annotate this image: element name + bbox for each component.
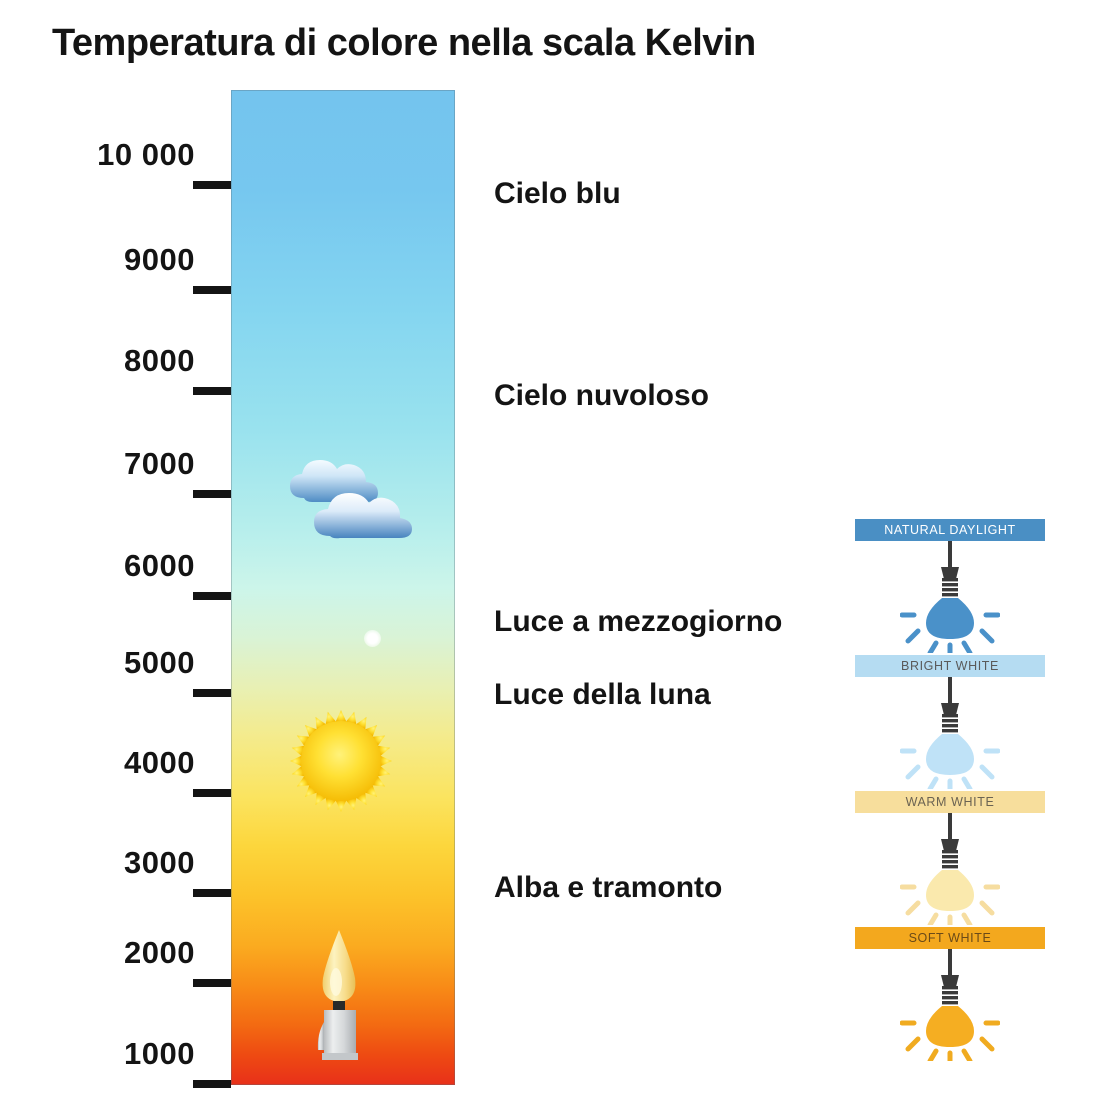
axis-tick-mark — [193, 181, 231, 189]
light-bulb-icon — [900, 949, 1000, 1061]
axis-tick-label: 5000 — [124, 645, 195, 680]
axis-tick-mark — [193, 387, 231, 395]
axis-tick-label: 9000 — [124, 242, 195, 277]
bulb-card-warm-white[interactable]: WARM WHITE — [855, 791, 1045, 926]
bulb-card-bright-white[interactable]: BRIGHT WHITE — [855, 655, 1045, 790]
bulb-card-natural-daylight[interactable]: NATURAL DAYLIGHT — [855, 519, 1045, 654]
axis-tick-mark — [193, 592, 231, 600]
description-alba-e-tramonto: Alba e tramonto — [494, 871, 723, 904]
bulb-banner-label: WARM WHITE — [855, 791, 1045, 813]
axis-tick-mark — [193, 889, 231, 897]
description-luce-a-mezzogiorno: Luce a mezzogiorno — [494, 605, 783, 638]
axis-tick-mark — [193, 490, 231, 498]
kelvin-gradient-bar — [231, 90, 455, 1085]
bulb-banner-label: NATURAL DAYLIGHT — [855, 519, 1045, 541]
axis-tick-label: 4000 — [124, 745, 195, 780]
axis-tick-label: 10 000 — [97, 137, 195, 172]
light-bulb-icon — [900, 541, 1000, 653]
axis-tick-label: 7000 — [124, 446, 195, 481]
description-cielo-blu: Cielo blu — [494, 177, 621, 210]
page-title: Temperatura di colore nella scala Kelvin — [52, 22, 756, 64]
candle-icon — [317, 930, 358, 1060]
axis-tick-mark — [193, 789, 231, 797]
axis-tick-label: 3000 — [124, 845, 195, 880]
axis-tick-label: 1000 — [124, 1036, 195, 1071]
axis-tick-mark — [193, 979, 231, 987]
light-bulb-icon — [900, 813, 1000, 925]
axis-tick-label: 2000 — [124, 935, 195, 970]
axis-tick-mark — [193, 286, 231, 294]
axis-tick-mark — [193, 689, 231, 697]
moon-icon — [364, 630, 381, 647]
axis-tick-label: 6000 — [124, 548, 195, 583]
bulb-banner-label: SOFT WHITE — [855, 927, 1045, 949]
light-bulb-icon — [900, 677, 1000, 789]
cloud-icon — [290, 460, 412, 539]
description-cielo-nuvoloso: Cielo nuvoloso — [494, 379, 710, 412]
axis-tick-mark — [193, 1080, 231, 1088]
bulb-banner-label: BRIGHT WHITE — [855, 655, 1045, 677]
sun-icon — [290, 710, 392, 812]
bulb-legend-column: NATURAL DAYLIGHT BRIGHT WHITE — [855, 519, 1045, 1063]
description-luce-della-luna: Luce della luna — [494, 678, 711, 711]
bulb-card-soft-white[interactable]: SOFT WHITE — [855, 927, 1045, 1062]
axis-tick-label: 8000 — [124, 343, 195, 378]
